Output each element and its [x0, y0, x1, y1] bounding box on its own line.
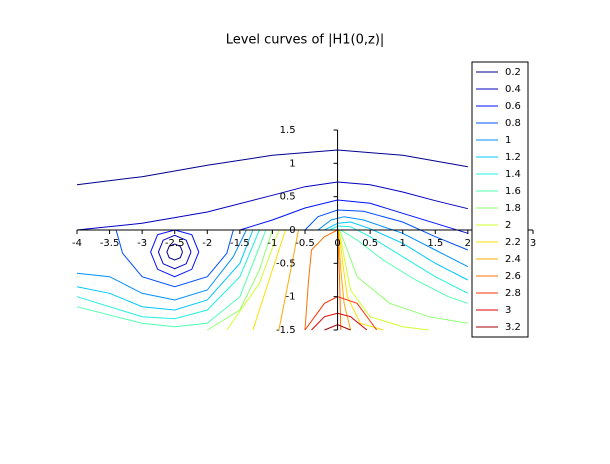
contour-line	[76, 229, 260, 320]
contour-line	[157, 234, 192, 270]
legend-label: 1.4	[505, 169, 521, 180]
y-tick-label: -0.5	[276, 258, 296, 269]
contour-line	[239, 199, 469, 234]
legend-label: 3.2	[505, 322, 521, 333]
legend-label: 2.2	[505, 237, 521, 248]
legend-box	[471, 61, 529, 338]
contour-line	[76, 229, 254, 311]
contour-line	[337, 229, 352, 331]
x-tick-label: 3	[530, 238, 536, 249]
contour-line	[76, 229, 247, 301]
legend-label: 2	[505, 220, 511, 231]
contour-line	[226, 229, 280, 331]
legend-label: 1.6	[505, 186, 521, 197]
x-tick-label: 2	[465, 238, 471, 249]
contour-line	[317, 216, 469, 268]
legend-label: 1.2	[505, 152, 521, 163]
contour-line	[76, 229, 267, 328]
contour-line	[252, 229, 286, 331]
contour-line	[278, 229, 299, 331]
contour-line	[304, 209, 469, 251]
x-tick-label: 0	[334, 238, 340, 249]
chart-title: Level curves of |H1(0,z)|	[226, 33, 385, 48]
legend-label: 1.8	[505, 203, 521, 214]
y-tick-label: -1	[286, 292, 296, 303]
y-tick-label: 1	[289, 158, 295, 169]
x-tick-label: -0.5	[295, 238, 315, 249]
contour-line	[337, 229, 342, 331]
y-tick-label: 0.5	[280, 192, 296, 203]
x-tick-label: 1.5	[427, 238, 443, 249]
contour-line	[340, 229, 469, 304]
legend-label: 0.6	[505, 101, 521, 112]
contour-line	[166, 243, 183, 261]
x-tick-label: 1	[400, 238, 406, 249]
legend-label: 2.4	[505, 254, 521, 265]
contour-line	[338, 229, 384, 331]
legend-label: 1	[505, 135, 511, 146]
y-tick-label: -1.5	[276, 325, 296, 336]
x-tick-label: -3	[137, 238, 147, 249]
x-tick-label: 0.5	[362, 238, 378, 249]
legend-label: 0.2	[505, 67, 521, 78]
contour-line	[207, 229, 273, 331]
legend-label: 0.8	[505, 118, 521, 129]
legend-label: 0.4	[505, 84, 521, 95]
x-tick-label: -1	[267, 238, 277, 249]
y-tick-label: 0	[289, 225, 295, 236]
x-tick-label: -4	[72, 238, 82, 249]
contour-line	[115, 229, 234, 288]
legend-label: 2.6	[505, 271, 521, 282]
y-tick-label: 1.5	[280, 125, 296, 136]
x-tick-label: -2	[202, 238, 212, 249]
contour-line	[76, 181, 469, 231]
x-tick-label: -2.5	[165, 238, 185, 249]
contour-line	[150, 229, 200, 278]
legend-label: 3	[505, 305, 511, 316]
contour-line	[339, 229, 468, 324]
contour-line	[76, 149, 468, 186]
x-tick-label: -1.5	[230, 238, 250, 249]
x-tick-label: -3.5	[100, 238, 120, 249]
legend-label: 2.8	[505, 288, 521, 299]
contour-line	[304, 229, 338, 331]
contour-line	[338, 229, 429, 331]
